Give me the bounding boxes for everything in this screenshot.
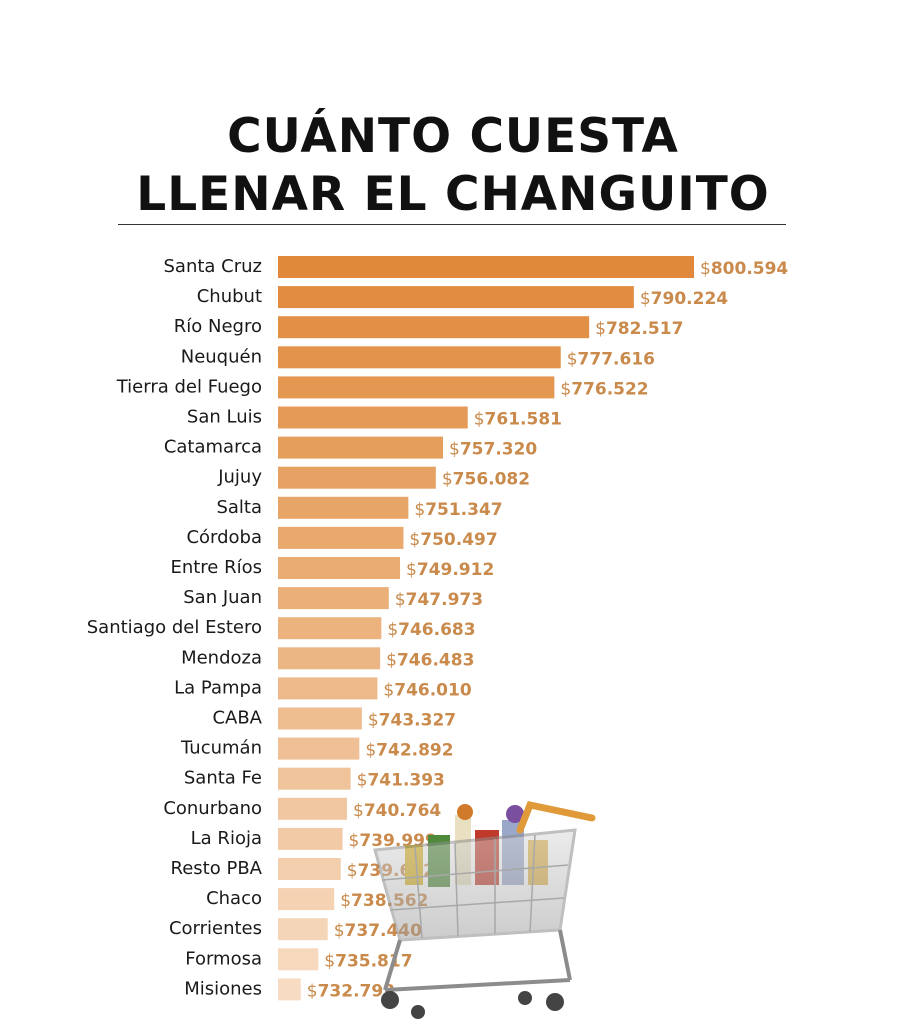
bar <box>278 346 561 369</box>
page-title-line-2: LLENAR EL CHANGUITO <box>136 167 770 222</box>
bar <box>278 677 378 700</box>
bar <box>278 376 555 399</box>
bar <box>278 496 409 519</box>
category-label: CABA <box>212 708 262 729</box>
category-label: Resto PBA <box>171 858 263 879</box>
category-label: San Juan <box>183 587 262 608</box>
bar <box>278 466 436 489</box>
value-label: $743.327 <box>368 711 456 731</box>
category-label: La Rioja <box>191 828 262 849</box>
bar <box>278 617 382 640</box>
value-label: $757.320 <box>449 440 537 460</box>
value-label: $742.892 <box>365 741 453 761</box>
value-label: $740.764 <box>353 801 441 821</box>
value-label: $756.082 <box>442 470 530 490</box>
category-label: Neuquén <box>181 346 262 367</box>
value-label: $782.517 <box>595 319 683 339</box>
value-label: $747.973 <box>395 590 483 610</box>
category-label: Tucumán <box>180 738 262 759</box>
bar <box>278 647 381 670</box>
category-label: Santiago del Estero <box>87 617 262 638</box>
bar <box>278 256 694 278</box>
bar <box>278 557 401 579</box>
bar <box>278 526 404 549</box>
category-label: Conurbano <box>163 798 262 819</box>
category-label: Catamarca <box>164 437 262 458</box>
category-label: Córdoba <box>186 527 262 548</box>
category-label: Salta <box>216 497 262 518</box>
bar <box>278 888 335 911</box>
page-title-line-1: CUÁNTO CUESTA <box>227 109 679 164</box>
value-label: $776.522 <box>560 379 648 399</box>
category-label: Jujuy <box>217 467 262 488</box>
category-label: Mendoza <box>181 647 262 668</box>
bar <box>278 406 468 429</box>
bar <box>278 707 362 730</box>
bar <box>278 918 328 941</box>
shopping-cart-icon <box>373 800 596 1019</box>
bar <box>278 797 347 820</box>
bar <box>278 948 319 971</box>
bar <box>278 827 343 850</box>
value-label: $800.594 <box>700 259 788 279</box>
bar <box>278 737 360 760</box>
category-label: Santa Fe <box>184 768 262 789</box>
bar <box>278 587 389 610</box>
category-label: Corrientes <box>169 918 262 939</box>
bar <box>278 978 301 1001</box>
bar <box>278 858 341 880</box>
category-label: La Pampa <box>174 677 262 698</box>
value-label: $746.010 <box>383 680 471 700</box>
category-label: Río Negro <box>174 316 262 337</box>
category-label: Chaco <box>206 888 262 909</box>
value-label: $761.581 <box>474 410 562 430</box>
title-divider <box>118 224 786 225</box>
category-label: Tierra del Fuego <box>116 376 262 397</box>
value-label: $750.497 <box>409 530 497 550</box>
value-label: $746.683 <box>387 620 475 640</box>
category-label: Formosa <box>185 948 262 969</box>
category-label: Santa Cruz <box>164 256 263 277</box>
category-label: Entre Ríos <box>170 557 262 578</box>
value-label: $790.224 <box>640 289 728 309</box>
value-label: $777.616 <box>567 349 655 369</box>
value-label: $741.393 <box>357 771 445 791</box>
value-label: $749.912 <box>406 560 494 580</box>
category-label: Chubut <box>197 286 262 307</box>
value-label: $732.793 <box>307 981 395 1001</box>
value-label: $746.483 <box>386 650 474 670</box>
category-label: Misiones <box>184 978 262 999</box>
bar <box>278 767 351 790</box>
category-label: San Luis <box>187 407 262 428</box>
value-label: $751.347 <box>414 500 502 520</box>
bar <box>278 286 634 309</box>
bar <box>278 436 444 459</box>
bar <box>278 316 590 339</box>
